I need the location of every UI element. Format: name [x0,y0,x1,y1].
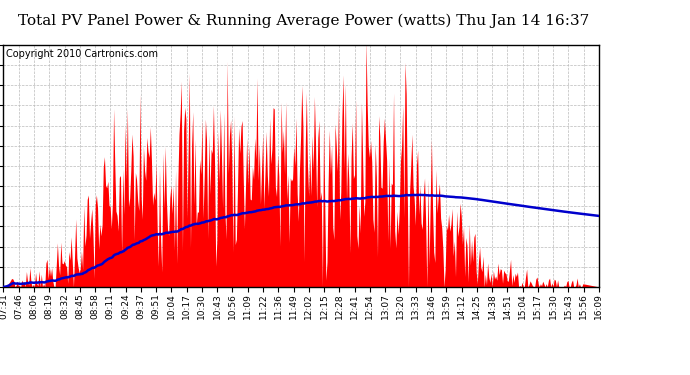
Text: Copyright 2010 Cartronics.com: Copyright 2010 Cartronics.com [6,49,159,58]
Text: Total PV Panel Power & Running Average Power (watts) Thu Jan 14 16:37: Total PV Panel Power & Running Average P… [18,13,589,27]
